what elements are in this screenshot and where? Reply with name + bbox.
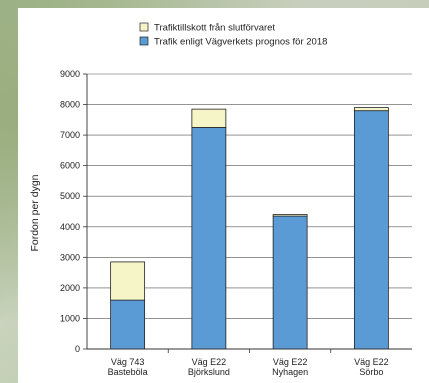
- bars: [110, 107, 389, 350]
- bar-segment-prognos: [191, 127, 227, 350]
- x-tick-label: Väg E22: [192, 357, 227, 367]
- bar-segment-prognos: [110, 299, 146, 350]
- legend-swatch: [139, 36, 149, 46]
- x-tick-label: Väg 743: [111, 357, 145, 367]
- y-tick-label: 5000: [60, 191, 80, 201]
- y-tick-label: 9000: [60, 69, 80, 79]
- legend: Trafiktillskott från slutförvaret Trafik …: [139, 22, 327, 48]
- x-tick-label: Björkslund: [188, 367, 230, 377]
- y-tick-label: 6000: [60, 161, 80, 171]
- x-tick-label: Basteböla: [108, 367, 148, 377]
- y-tick-label: 3000: [60, 252, 80, 262]
- axes: [83, 73, 412, 353]
- y-tick-label: 4000: [60, 222, 80, 232]
- bar-segment-tillskott: [353, 107, 389, 112]
- bar-segment-prognos: [353, 110, 389, 350]
- x-tick-label: Sörbo: [359, 367, 383, 377]
- x-tick-label: Väg E22: [273, 357, 308, 367]
- y-tick-label: 7000: [60, 130, 80, 140]
- bar-segment-prognos: [272, 215, 308, 350]
- y-tick-label: 8000: [60, 100, 80, 110]
- legend-label: Trafiktillskott från slutförvaret: [154, 23, 275, 34]
- x-tick-label: Nyhagen: [272, 367, 308, 377]
- legend-swatch: [139, 22, 149, 32]
- legend-label: Trafik enligt Vägverkets prognos för 201…: [154, 37, 327, 48]
- y-axis-title: Fordon per dygn: [29, 174, 41, 251]
- y-tick-label: 2000: [60, 283, 80, 293]
- x-tick-label: Väg E22: [354, 357, 389, 367]
- y-tick-label: 1000: [60, 313, 80, 323]
- bar-segment-tillskott: [272, 214, 308, 217]
- y-tick-labels: 0 1000 2000 3000 4000 5000 6000 7000 8000 9000: [60, 69, 80, 354]
- bar-segment-tillskott: [191, 108, 227, 128]
- y-tick-label: 0: [75, 344, 80, 354]
- bar-segment-tillskott: [110, 261, 146, 301]
